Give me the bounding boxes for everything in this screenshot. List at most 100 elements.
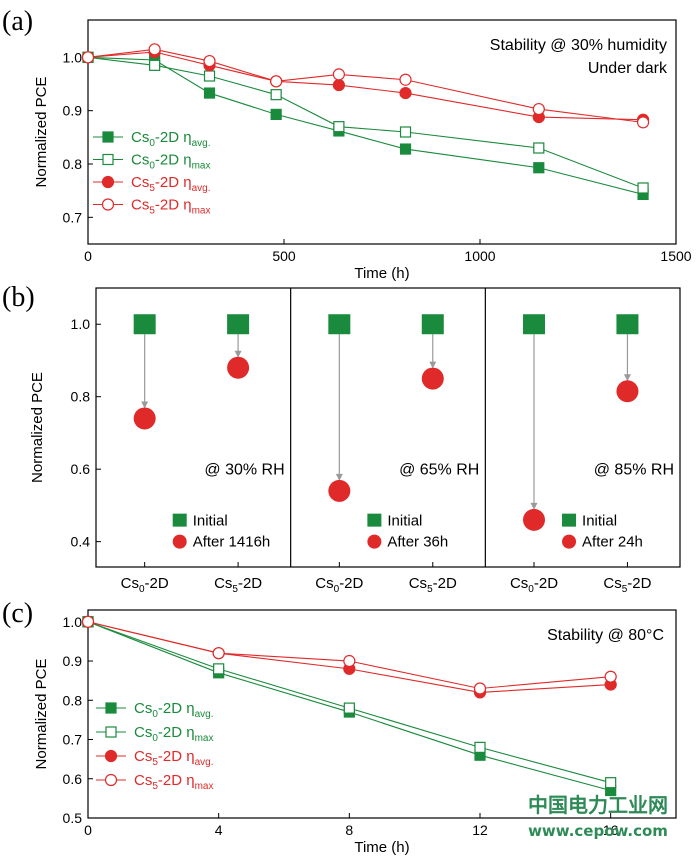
legend-marker-1 — [105, 726, 117, 738]
y-axis-label: Normalized PCE — [33, 77, 50, 188]
legend-marker-3 — [104, 773, 118, 787]
after-marker — [328, 479, 351, 502]
y-axis-label: Normalized PCE — [29, 372, 46, 483]
legend-marker-0 — [102, 131, 114, 143]
watermark-line2: www.cepow.com — [528, 822, 668, 840]
y-tick-label: 1.0 — [63, 49, 83, 65]
plot-frame — [87, 19, 677, 245]
legend-marker-0 — [105, 702, 117, 714]
x-category-label: Cs5-2D — [603, 575, 651, 595]
data-point-series-2 — [399, 86, 412, 100]
y-tick-label: 0.9 — [63, 103, 83, 119]
data-point-series-3 — [203, 54, 216, 68]
legend-initial-label: Initial — [193, 513, 228, 530]
y-tick-label: 0.7 — [63, 732, 83, 748]
legend-label-2: Cs5-2D ηavg. — [131, 174, 211, 194]
x-tick-label: 500 — [272, 248, 296, 264]
y-tick-label: 0.8 — [71, 389, 91, 405]
watermark: 中国电力工业网 www.cepow.com — [528, 793, 668, 840]
data-point-series-3 — [332, 68, 345, 81]
decline-arrow-head — [530, 502, 538, 510]
data-point-series-3 — [473, 682, 487, 695]
legend-initial-marker — [562, 513, 577, 527]
legend-marker-3 — [101, 198, 115, 211]
y-tick-label: 0.4 — [71, 534, 91, 550]
legend-after-label: After 1416h — [193, 534, 271, 551]
y-tick-label: 0.8 — [63, 692, 83, 708]
legend-initial-label: Initial — [582, 513, 617, 530]
data-point-series-3 — [532, 102, 545, 116]
chart-title-line: Stability @ 30% humidity — [490, 37, 667, 54]
initial-marker — [616, 314, 639, 335]
x-category-label: Cs5-2D — [214, 575, 262, 595]
plot-frame — [87, 609, 677, 819]
data-point-series-1 — [399, 126, 412, 138]
decline-arrow-head — [234, 350, 242, 358]
data-point-series-0 — [203, 87, 216, 99]
x-tick-label: 0 — [84, 822, 92, 838]
chart-title-line: Under dark — [588, 60, 668, 77]
x-tick-label: 16 — [603, 822, 619, 838]
legend-initial-marker — [367, 513, 382, 527]
y-tick-label: 0.7 — [63, 209, 83, 225]
series-line-1 — [87, 56, 644, 189]
decline-arrow-head — [623, 374, 631, 382]
initial-marker — [133, 314, 156, 335]
legend-after-marker — [562, 534, 577, 549]
decline-arrow-head — [335, 473, 343, 481]
initial-marker — [523, 314, 545, 335]
legend-label-1: Cs0-2D ηmax — [134, 724, 214, 744]
after-marker — [133, 407, 156, 430]
data-point-series-1 — [333, 121, 345, 133]
legend-label-0: Cs0-2D ηavg. — [134, 700, 214, 720]
y-tick-label: 0.9 — [63, 653, 83, 669]
legend-label-3: Cs5-2D ηmax — [134, 772, 214, 792]
panel-b: (b) 0.4 0.6 0.8 1.0 Normalized PCE Cs0-2D Cs5-2… — [2, 282, 681, 595]
series-line-3 — [87, 48, 644, 123]
panel-label-a: (a) — [2, 6, 33, 37]
data-point-series-3 — [81, 51, 95, 64]
panel-a: (a) 0 500 1000 1500 0.7 0.8 0.9 1.0 Time (h) Norma… — [2, 6, 692, 282]
y-tick-label: 0.6 — [63, 771, 83, 787]
condition-label: @ 85% RH — [594, 461, 674, 478]
data-point-series-0 — [399, 143, 412, 155]
series-line-2 — [87, 51, 644, 121]
data-point-series-1 — [203, 70, 216, 82]
condition-label: @ 30% RH — [204, 461, 284, 478]
after-marker — [421, 367, 444, 390]
legend-initial-label: Initial — [387, 513, 422, 530]
data-point-series-1 — [149, 59, 161, 71]
legend-label-2: Cs5-2D ηavg. — [134, 748, 214, 768]
legend-initial-marker — [172, 513, 187, 527]
legend-label-3: Cs5-2D ηmax — [131, 197, 211, 217]
data-point-series-0 — [270, 108, 282, 121]
legend-after-marker — [172, 534, 187, 549]
x-axis-label: Time (h) — [354, 839, 409, 856]
data-point-series-3 — [148, 43, 161, 56]
data-point-series-2 — [332, 78, 345, 92]
legend-label-1: Cs0-2D ηmax — [131, 152, 211, 172]
panel-label-b: (b) — [2, 282, 35, 313]
after-marker — [616, 380, 639, 403]
x-category-label: Cs5-2D — [409, 575, 457, 595]
legend-marker-2 — [104, 749, 118, 763]
data-point-series-1 — [605, 777, 617, 789]
x-tick-label: 8 — [345, 822, 353, 838]
x-tick-label: 1500 — [660, 248, 691, 264]
y-tick-label: 1.0 — [71, 316, 91, 332]
initial-marker — [421, 314, 444, 335]
x-category-label: Cs0-2D — [121, 575, 169, 595]
data-point-series-1 — [637, 182, 649, 194]
x-tick-label: 0 — [84, 248, 92, 264]
legend-label-0: Cs0-2D ηavg. — [131, 129, 211, 149]
data-point-series-1 — [343, 702, 355, 714]
legend-marker-2 — [101, 175, 115, 189]
legend-after-label: After 24h — [582, 534, 643, 551]
after-marker — [227, 356, 250, 379]
after-marker — [523, 508, 545, 531]
data-point-series-1 — [474, 741, 486, 753]
x-axis-label: Time (h) — [354, 265, 409, 282]
y-tick-label: 0.8 — [63, 156, 83, 172]
panel-c: (c) 0 4 8 12 16 0.5 0.6 0.7 0.8 0.9 1.0 Time (h) Norm… — [2, 598, 677, 856]
